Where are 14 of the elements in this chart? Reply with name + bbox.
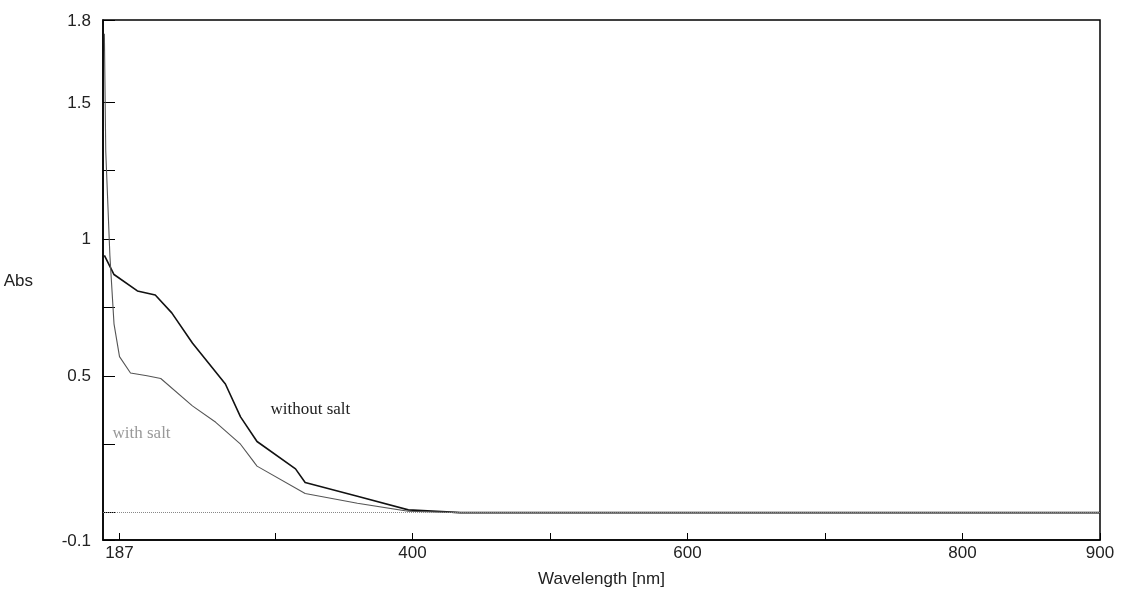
x-axis-title: Wavelength [nm] — [538, 569, 665, 588]
y-tick-label: 1.5 — [67, 92, 91, 112]
series-label: with salt — [112, 422, 171, 442]
x-tick-label: 400 — [398, 543, 427, 562]
y-tick-label: 0.5 — [67, 366, 91, 386]
x-tick-label: 900 — [1085, 543, 1115, 562]
y-tick-label: 1.8 — [67, 10, 91, 30]
x-tick-label: 187 — [105, 543, 134, 562]
y-tick-label: 1 — [81, 229, 91, 249]
x-tick-label: 600 — [673, 543, 702, 562]
y-axis-title: Abs — [3, 270, 33, 290]
series-label: without salt — [270, 399, 351, 419]
y-tick-label: -0.1 — [61, 530, 91, 550]
x-tick-label: 800 — [948, 543, 977, 562]
